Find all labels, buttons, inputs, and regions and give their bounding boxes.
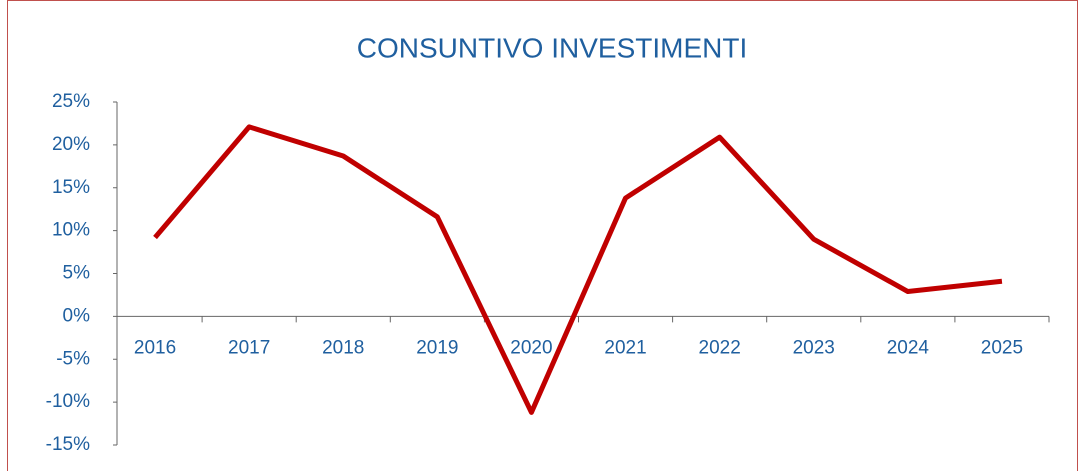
chart-frame <box>7 0 1078 471</box>
y-tick-label: 5% <box>63 263 91 284</box>
y-tick-label: 20% <box>52 134 90 155</box>
y-tick-label: 0% <box>63 305 91 326</box>
x-tick-label: 2025 <box>981 337 1023 358</box>
x-tick-label: 2021 <box>604 337 646 358</box>
y-tick-label: 15% <box>52 177 90 198</box>
x-tick-label: 2024 <box>887 337 930 358</box>
x-tick-label: 2022 <box>699 337 741 358</box>
x-tick-label: 2020 <box>510 337 552 358</box>
y-tick-label: -5% <box>56 348 90 369</box>
x-tick-label: 2016 <box>134 337 176 358</box>
y-tick-label: 10% <box>52 220 90 241</box>
x-tick-label: 2019 <box>416 337 458 358</box>
y-tick-label: 25% <box>52 91 90 112</box>
chart-title: CONSUNTIVO INVESTIMENTI <box>357 32 747 63</box>
x-tick-label: 2018 <box>322 337 364 358</box>
y-tick-label: -10% <box>46 391 90 412</box>
x-tick-label: 2017 <box>228 337 270 358</box>
x-tick-label: 2023 <box>793 337 835 358</box>
y-tick-label: -15% <box>46 434 90 455</box>
data-line <box>153 124 1003 415</box>
